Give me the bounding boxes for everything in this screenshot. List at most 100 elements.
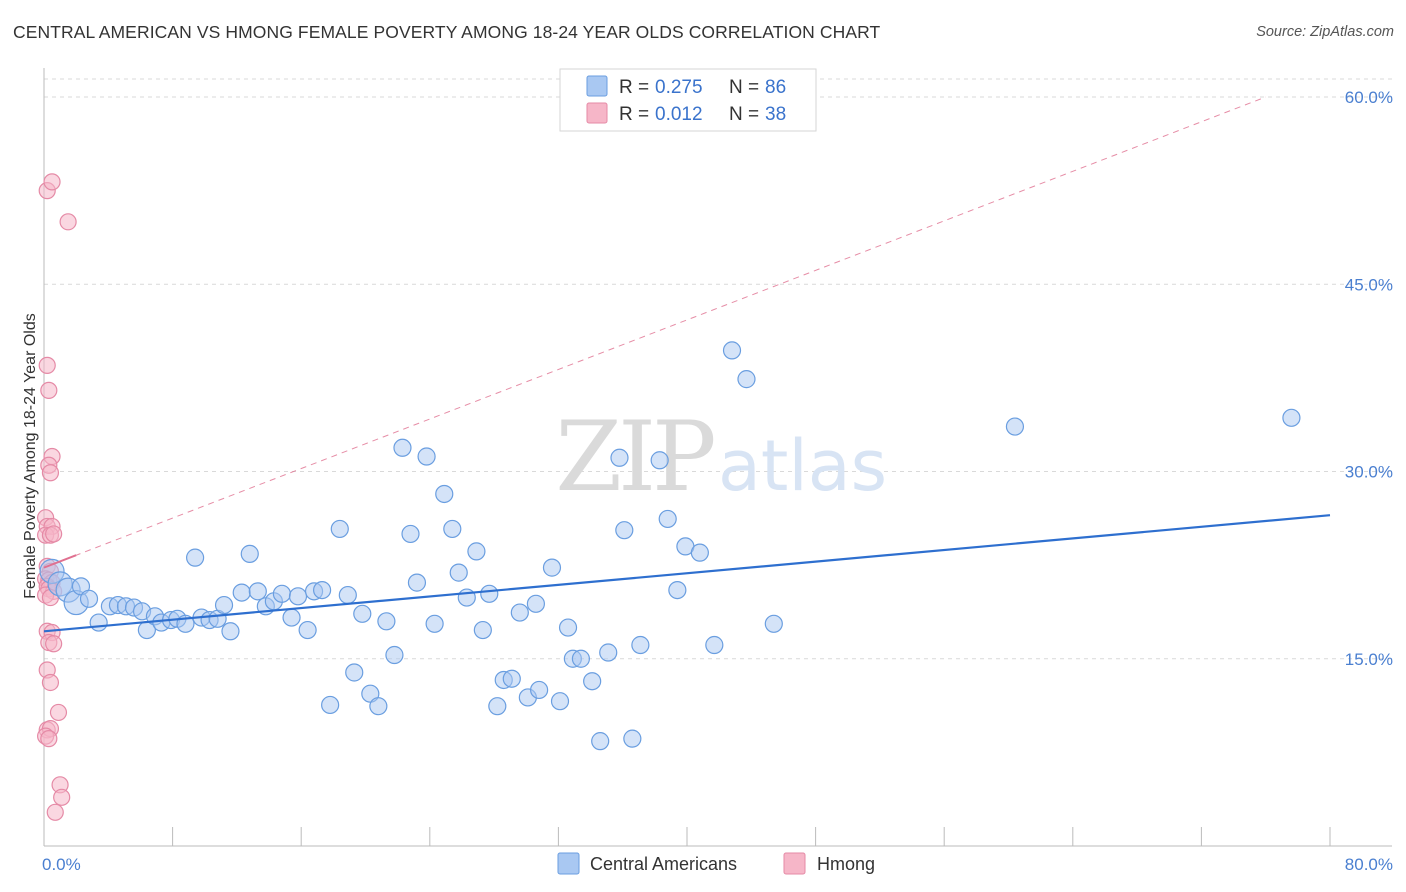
- central-americans-point-42: [369, 697, 388, 716]
- central-americans-point-81: [705, 635, 724, 655]
- central-americans-point-50: [435, 484, 454, 504]
- central-americans-point-31: [282, 608, 301, 627]
- central-americans-point-49: [425, 614, 444, 633]
- central-americans-point-80: [690, 543, 709, 562]
- central-americans-trend-line: [43, 514, 1331, 633]
- central-americans-point-69: [583, 672, 602, 691]
- watermark-zip: ZIP: [555, 401, 714, 513]
- central-americans-point-47: [407, 573, 427, 592]
- legend-n-value-1: 86: [765, 77, 786, 98]
- y-axis-title: Female Poverty Among 18-24 Year Olds: [22, 313, 39, 599]
- legend-swatch-blue: [586, 75, 608, 97]
- x-tick-label-1: 0.0%: [42, 855, 81, 874]
- central-americans-point-71: [599, 643, 618, 662]
- hmong-point-2: [43, 173, 61, 191]
- central-americans-point-44: [385, 645, 404, 665]
- central-americans-point-68: [571, 649, 591, 668]
- central-americans-point-24: [221, 622, 240, 641]
- y-tick-label-3: 45.0%: [1345, 275, 1393, 294]
- legend-n-label-2: N =: [729, 104, 759, 125]
- legend-n-label-1: N =: [729, 77, 759, 98]
- hmong-point-31: [49, 703, 68, 722]
- central-americans-point-46: [401, 524, 420, 544]
- hmong-trend-line: [43, 96, 1266, 569]
- central-americans-point-85: [1005, 417, 1025, 436]
- hmong-point-8: [41, 464, 60, 482]
- central-americans-point-84: [764, 614, 783, 633]
- legend-n-value-2: 38: [765, 104, 786, 125]
- central-americans-point-37: [330, 519, 349, 539]
- grid-lines: [44, 78, 1392, 660]
- y-tick-label-2: 30.0%: [1345, 463, 1393, 482]
- central-americans-point-56: [480, 584, 499, 603]
- legend-r-label-1: R =: [619, 77, 649, 98]
- central-americans-point-23: [214, 595, 234, 615]
- legend-swatch-pink: [586, 102, 608, 124]
- watermark-atlas: atlas: [718, 425, 887, 507]
- central-americans-point-73: [615, 521, 634, 540]
- hmong-points: [37, 173, 77, 821]
- y-tick-labels: 15.0% 30.0% 45.0% 60.0%: [1345, 88, 1393, 669]
- central-americans-point-36: [321, 695, 340, 715]
- bottom-legend: Central Americans Hmong: [557, 852, 875, 875]
- y-tick-label-1: 15.0%: [1345, 650, 1393, 669]
- central-americans-point-83: [737, 370, 756, 389]
- central-americans-point-25: [232, 583, 251, 602]
- hmong-point-14: [45, 525, 63, 543]
- hmong-point-3: [59, 213, 77, 231]
- central-americans-point-35: [312, 580, 332, 600]
- central-americans-point-78: [668, 580, 687, 600]
- hmong-point-28: [45, 635, 63, 653]
- hmong-trend-line-solid: [43, 554, 77, 569]
- bottom-legend-label-hmong: Hmong: [817, 854, 875, 874]
- central-americans-point-38: [338, 585, 357, 605]
- central-americans-point-30: [272, 584, 292, 603]
- bottom-legend-swatch-blue: [557, 852, 580, 875]
- chart-title: CENTRAL AMERICAN VS HMONG FEMALE POVERTY…: [13, 22, 881, 42]
- legend-r-label-2: R =: [619, 104, 649, 125]
- central-americans-point-64: [542, 558, 562, 577]
- x-tick-labels: 0.0% 80.0%: [42, 855, 1393, 874]
- central-americans-point-48: [417, 447, 436, 466]
- x-tick-label-2: 80.0%: [1345, 855, 1393, 874]
- hmong-point-38: [46, 803, 64, 821]
- central-americans-point-62: [526, 594, 545, 613]
- central-americans-point-59: [502, 669, 521, 688]
- hmong-point-30: [41, 673, 60, 692]
- central-americans-point-7: [89, 613, 108, 632]
- central-americans-point-27: [248, 582, 267, 601]
- central-americans-point-39: [345, 663, 364, 682]
- central-americans-point-26: [240, 544, 259, 563]
- source-credit: Source: ZipAtlas.com: [1256, 24, 1394, 40]
- central-americans-point-76: [650, 451, 669, 470]
- central-americans-point-51: [443, 519, 462, 539]
- legend-r-value-2: 0.012: [655, 104, 703, 125]
- central-americans-point-70: [591, 732, 610, 751]
- central-americans-point-52: [449, 563, 468, 582]
- watermark: ZIP atlas: [555, 401, 887, 513]
- central-americans-point-57: [488, 697, 507, 716]
- central-americans-point-72: [610, 448, 629, 467]
- hmong-point-37: [53, 788, 71, 806]
- hmong-point-35: [40, 730, 58, 748]
- central-americans-point-6: [79, 589, 99, 608]
- legend-r-value-1: 0.275: [655, 77, 703, 98]
- hmong-point-4: [38, 356, 56, 374]
- bottom-legend-label-central-americans: Central Americans: [590, 854, 737, 874]
- central-americans-point-54: [467, 542, 486, 561]
- central-americans-points: [39, 341, 1301, 751]
- central-americans-point-66: [558, 618, 578, 637]
- central-americans-point-32: [288, 587, 308, 606]
- central-americans-point-86: [1282, 408, 1301, 427]
- central-americans-point-43: [377, 612, 396, 631]
- y-tick-label-4: 60.0%: [1345, 88, 1393, 107]
- central-americans-point-33: [298, 620, 317, 640]
- central-americans-point-45: [393, 438, 412, 457]
- central-americans-point-82: [722, 341, 742, 360]
- central-americans-point-40: [353, 604, 372, 623]
- central-americans-point-65: [550, 692, 570, 711]
- central-americans-point-60: [510, 603, 529, 622]
- central-americans-point-55: [473, 620, 492, 640]
- legend: R = 0.275 N = 86 R = 0.012 N = 38: [559, 68, 817, 132]
